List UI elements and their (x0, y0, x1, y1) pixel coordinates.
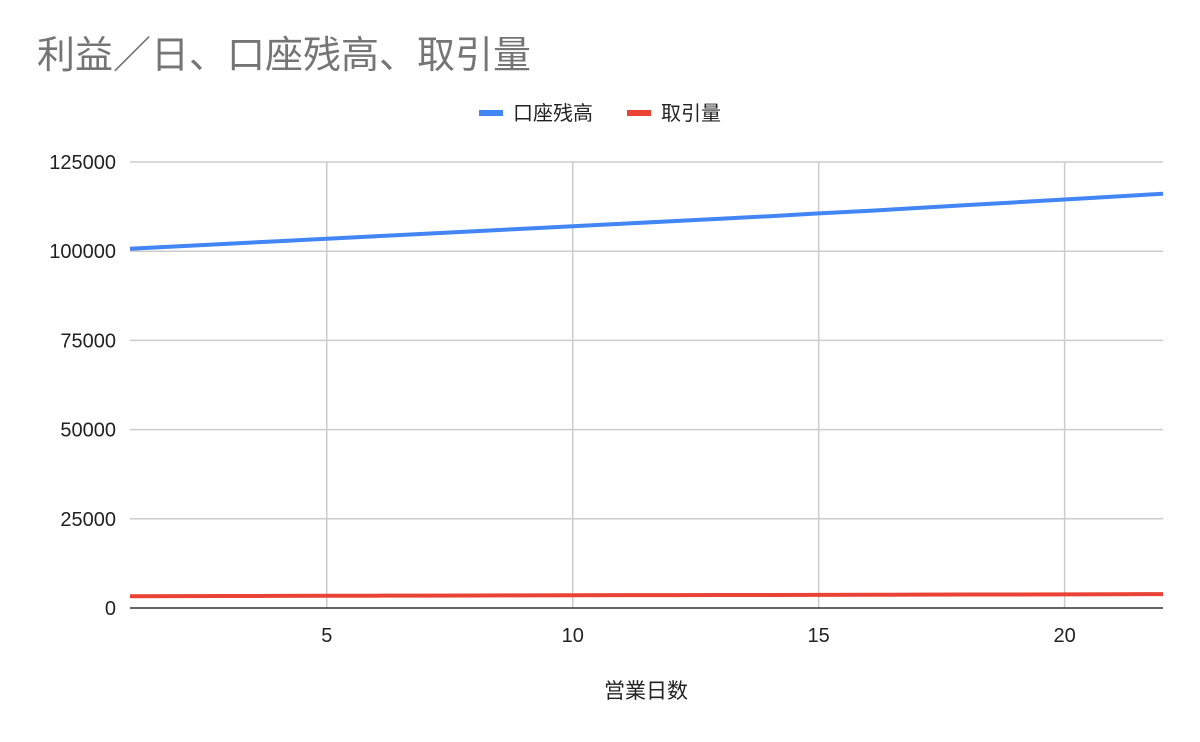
x-tick-label: 15 (808, 625, 830, 647)
y-tick-label: 25000 (60, 509, 116, 531)
legend-label: 取引量 (661, 101, 721, 125)
x-tick-label: 5 (321, 625, 332, 647)
x-axis-ticks: 5 10 15 20 (321, 625, 1076, 647)
legend-swatch-1 (627, 110, 651, 116)
series-line-1 (129, 592, 1164, 599)
legend-swatch-0 (479, 110, 503, 116)
y-tick-label: 75000 (60, 330, 116, 352)
y-tick-label: 50000 (60, 420, 116, 442)
x-tick-label: 10 (562, 625, 584, 647)
legend-label: 口座残高 (513, 101, 593, 125)
legend: 口座残高 取引量 (479, 101, 721, 125)
x-axis-label: 営業日数 (604, 679, 688, 703)
series-lines (129, 191, 1164, 599)
y-tick-label: 100000 (49, 241, 116, 263)
y-axis-ticks: 0 25000 50000 75000 100000 125000 (49, 152, 116, 620)
y-tick-label: 125000 (49, 152, 116, 174)
x-tick-label: 20 (1053, 625, 1075, 647)
chart-title: 利益／日、口座残高、取引量 (37, 33, 531, 77)
y-tick-label: 0 (105, 598, 116, 620)
gridlines (130, 161, 1163, 609)
series-line-0 (129, 191, 1164, 251)
